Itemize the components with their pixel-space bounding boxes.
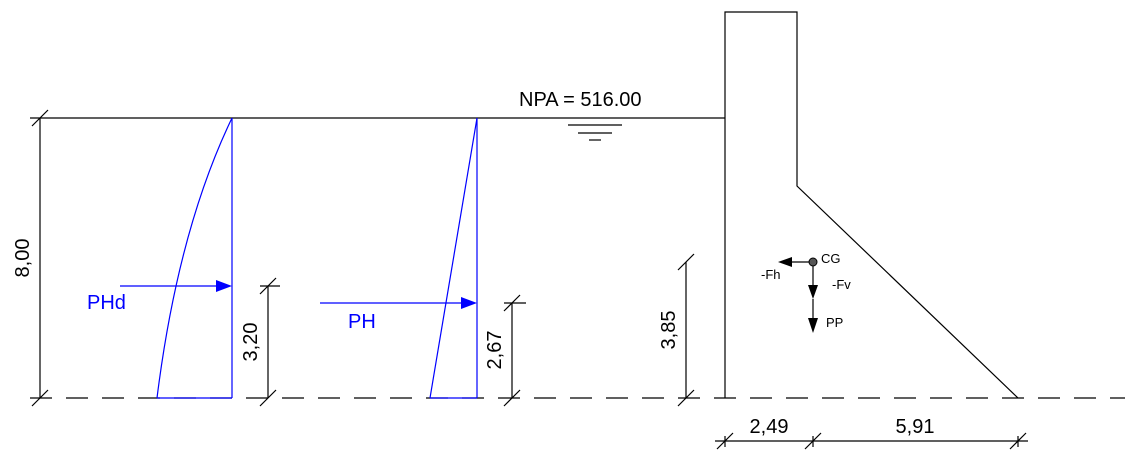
center-of-gravity-point: [809, 258, 817, 266]
hydrodynamic-pressure-diagram: [157, 118, 232, 398]
pp-force-arrow: [808, 299, 818, 333]
dimension-cg-height-label: 3,85: [658, 311, 680, 350]
dimension-ph-arm: 2,67: [484, 295, 526, 406]
dimension-phd-arm-label: 3,20: [240, 323, 262, 362]
cg-label: CG: [821, 251, 841, 266]
dimension-phd-arm: 3,20: [240, 278, 280, 406]
ph-label: PH: [348, 311, 376, 333]
dimension-height-total-label: 8,00: [12, 239, 34, 278]
dimension-cg-height: 3,85: [658, 254, 694, 406]
phd-label: PHd: [87, 292, 126, 314]
dimension-base-left-label: 2,49: [750, 416, 789, 438]
dam-profile: [725, 12, 1018, 398]
water-level-label: NPA = 516.00: [519, 89, 642, 111]
dimension-base: 2,49 5,91: [715, 416, 1028, 449]
dimension-height-total: 8,00: [12, 110, 48, 406]
ph-force-arrow: [320, 297, 477, 309]
phd-force-arrow: [120, 280, 232, 292]
fh-label: -Fh: [761, 267, 781, 282]
hydrostatic-pressure-diagram: [430, 118, 477, 398]
pp-label: PP: [826, 315, 843, 330]
water-level-symbol: [568, 125, 622, 140]
dimension-base-right-label: 5,91: [896, 416, 935, 438]
fv-force-arrow: [808, 266, 818, 299]
fh-force-arrow: [778, 257, 809, 267]
fv-label: -Fv: [832, 277, 851, 292]
dimension-ph-arm-label: 2,67: [484, 331, 506, 370]
